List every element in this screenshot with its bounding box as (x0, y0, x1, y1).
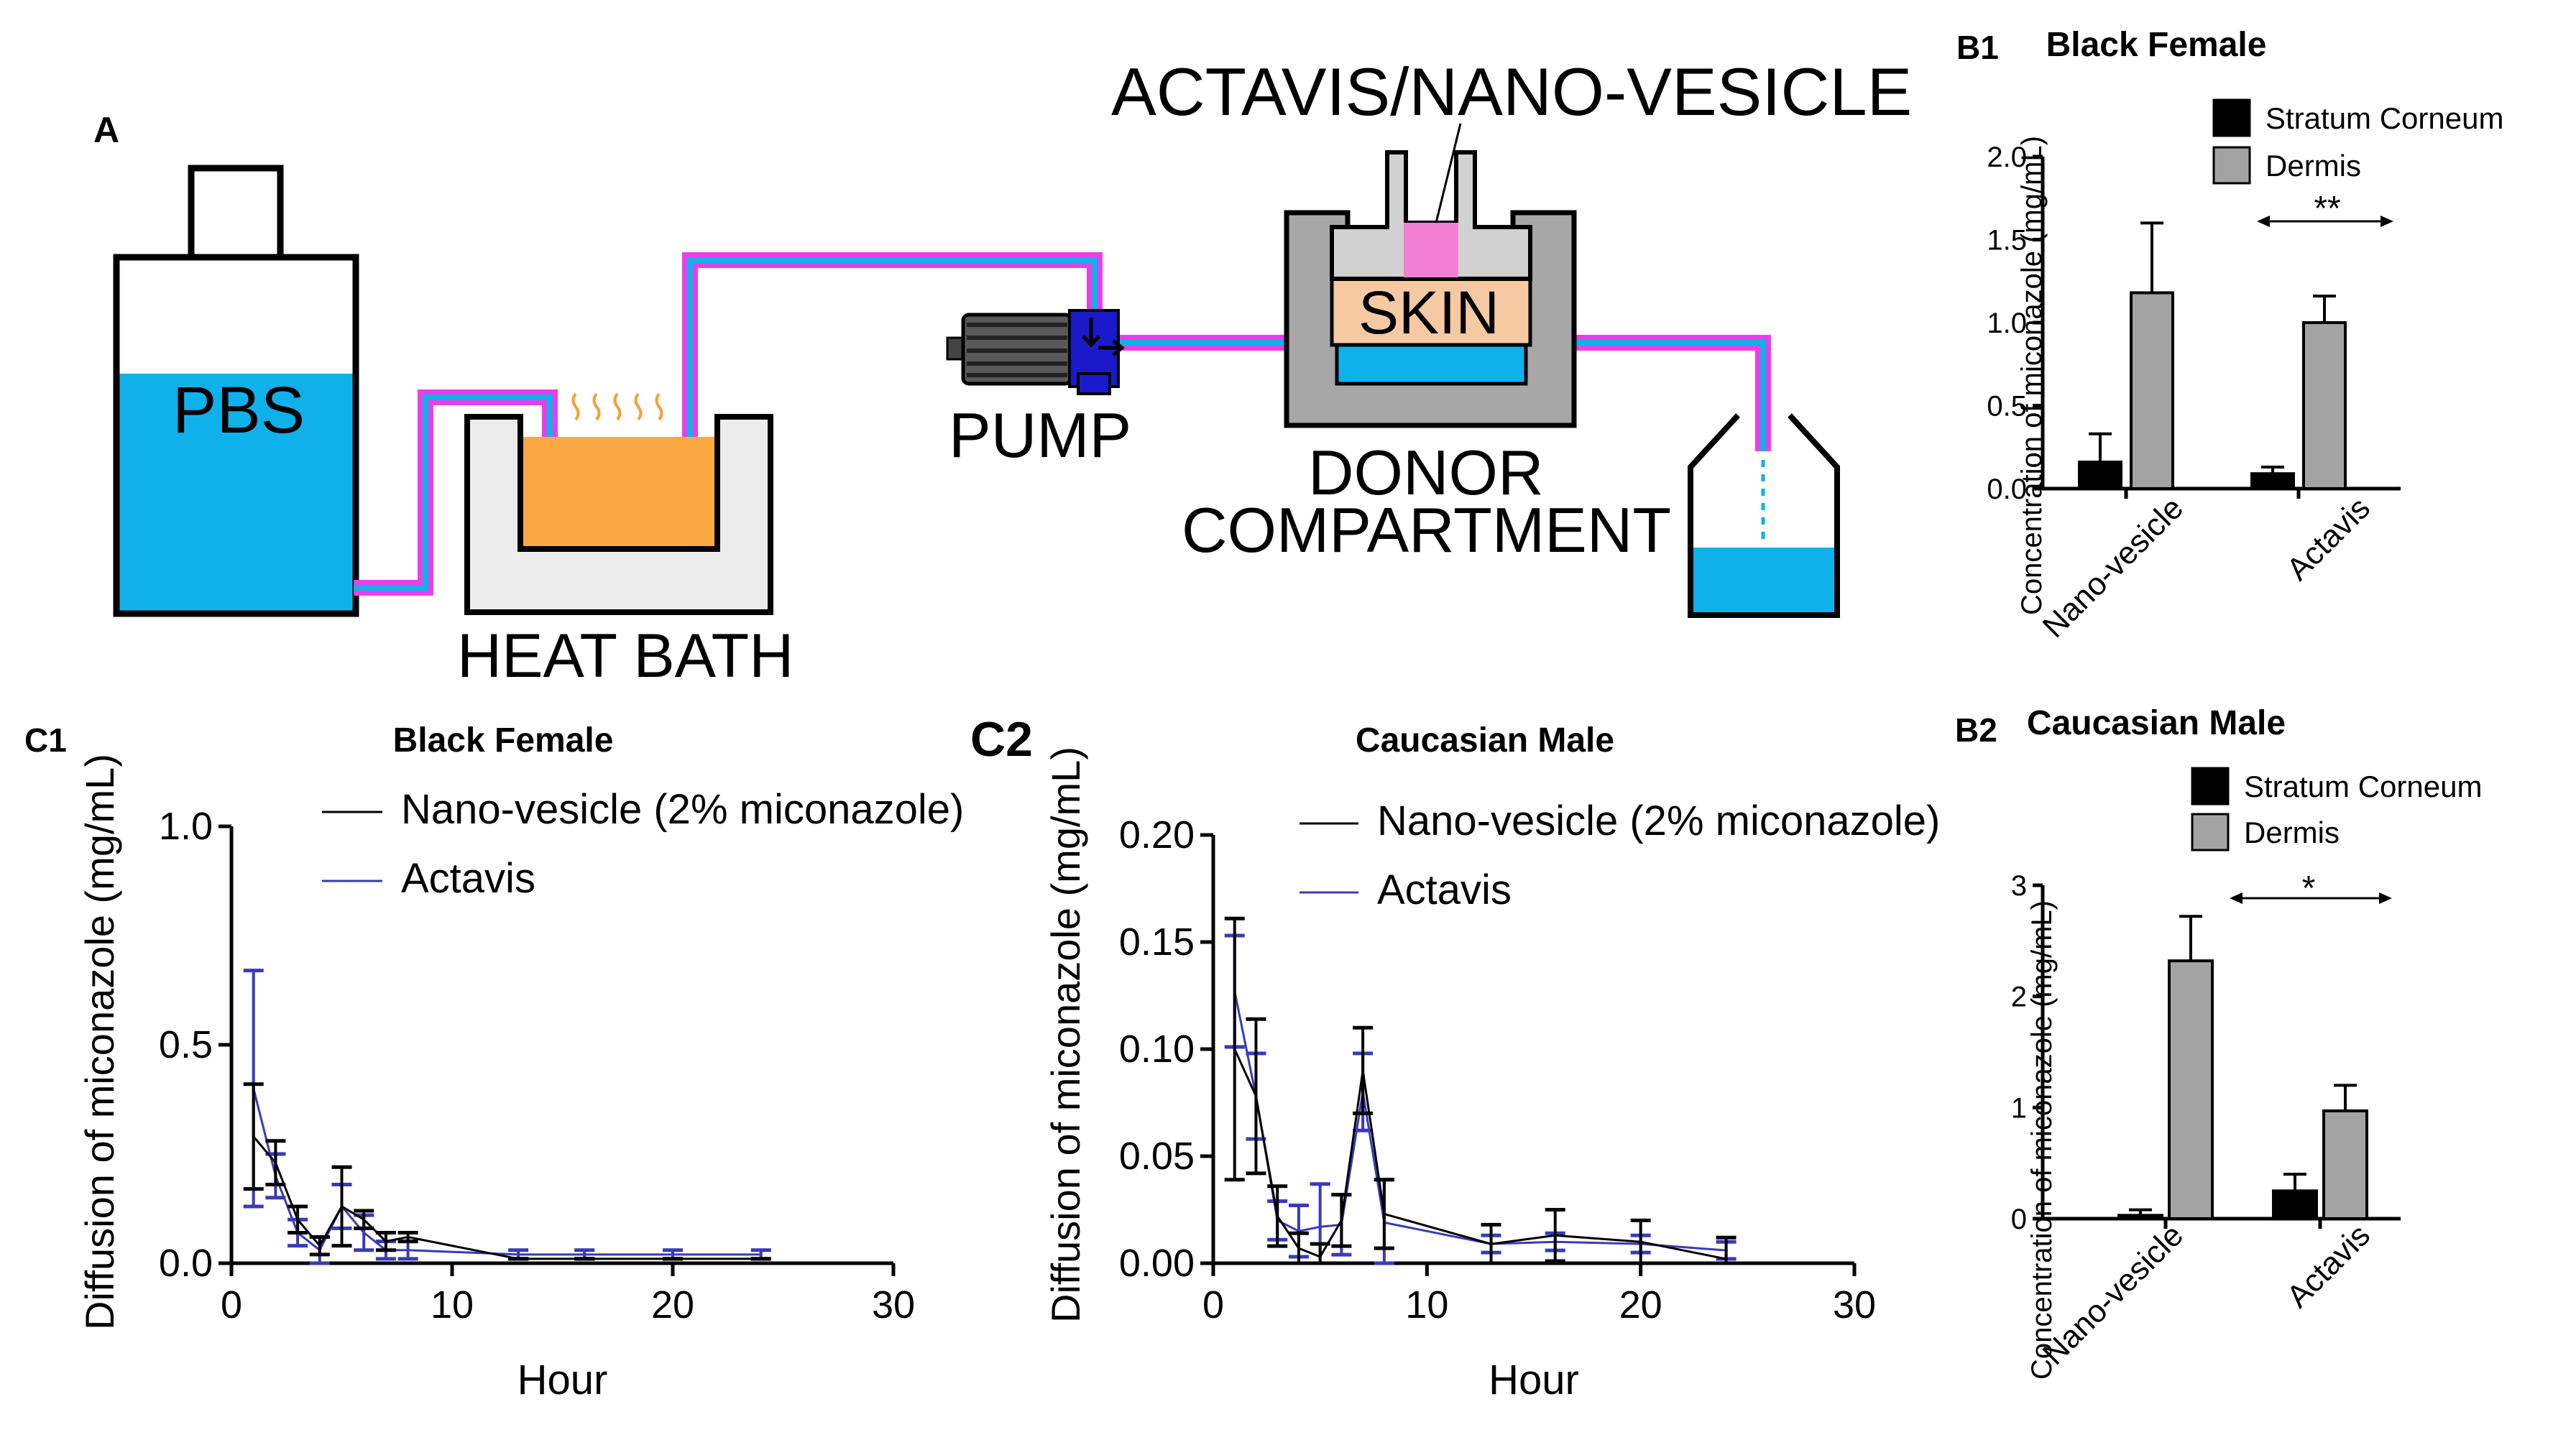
x-tick-label: Nano-vesicle (2036, 490, 2190, 644)
series-line (254, 1137, 761, 1259)
chart-c1: Black Female Diffusion of miconazole (mg/… (77, 721, 964, 1403)
bar (2119, 1215, 2162, 1219)
legend-label: Actavis (401, 855, 535, 902)
skin-label: SKIN (1358, 279, 1499, 346)
chart-title: Black Female (2046, 26, 2267, 64)
x-tick-label: Actavis (2280, 1217, 2377, 1314)
chart-title: Black Female (393, 721, 614, 760)
heat-waves-icon (574, 394, 662, 420)
figure: A PBS HEAT BATH (0, 0, 2576, 1440)
x-tick-label: 0 (1202, 1283, 1224, 1326)
pbs-label: PBS (172, 374, 305, 447)
legend-label: Stratum Corneum (2266, 101, 2503, 135)
panel-label-b1: B1 (1956, 29, 1999, 66)
donor-label-line2: COMPARTMENT (1182, 494, 1671, 566)
bar (2252, 474, 2294, 489)
x-tick-label: 20 (1619, 1283, 1662, 1326)
x-tick-label: 30 (872, 1283, 915, 1326)
bar (2304, 323, 2345, 489)
y-axis-label: Diffusion of miconazole (mg/mL) (1043, 747, 1088, 1323)
bar (2131, 292, 2173, 489)
x-tick-label: 10 (1405, 1283, 1448, 1326)
series-line (1235, 1049, 1726, 1259)
chart-b1: Black FemaleConcentration of miconazole … (1987, 26, 2503, 645)
pbs-bottle-cap (191, 168, 280, 257)
legend-label: Stratum Corneum (2244, 770, 2482, 803)
significance-marker: ** (2314, 190, 2340, 228)
x-tick-label: Actavis (2280, 490, 2377, 587)
y-tick-label: 0.10 (1119, 1028, 1195, 1071)
y-tick-label: 0.5 (1987, 391, 2027, 423)
legend-label: Dermis (2244, 816, 2340, 849)
x-tick-label: 20 (651, 1283, 694, 1326)
collection-liquid (1690, 548, 1837, 614)
y-tick-label: 0.05 (1119, 1135, 1195, 1178)
pump-icon (947, 310, 1122, 394)
legend-label: Nano-vesicle (2% miconazole) (401, 786, 964, 833)
chart-title: Caucasian Male (1356, 721, 1614, 760)
y-tick-label: 0.00 (1119, 1242, 1195, 1285)
y-tick-label: 2.0 (1987, 142, 2027, 173)
series-line (1235, 992, 1726, 1251)
pump-label: PUMP (949, 400, 1131, 471)
panel-label-c1: C1 (24, 721, 67, 759)
y-tick-label: 1.0 (159, 805, 213, 848)
legend-swatch (2214, 147, 2250, 183)
bar (2079, 462, 2121, 489)
receptor-fluid (1337, 343, 1526, 384)
x-tick-label: Nano-vesicle (2036, 1217, 2190, 1371)
y-tick-label: 1 (2011, 1092, 2027, 1124)
significance-arrow-right (2379, 892, 2392, 904)
significance-marker: * (2302, 869, 2316, 908)
diffusion-apparatus-diagram: A PBS HEAT BATH (93, 54, 1912, 691)
drug-formulation (1404, 223, 1458, 277)
y-tick-label: 0.15 (1119, 920, 1195, 964)
y-tick-label: 0 (2011, 1204, 2027, 1235)
x-axis-label: Hour (518, 1357, 608, 1403)
y-tick-label: 0.0 (159, 1242, 213, 1285)
legend-label: Nano-vesicle (2% miconazole) (1377, 798, 1940, 844)
y-tick-label: 1.5 (1987, 225, 2027, 257)
chart-b2: Caucasian MaleConcentration of miconazol… (2011, 704, 2483, 1380)
y-tick-label: 0.20 (1119, 813, 1195, 857)
legend-swatch (2214, 100, 2250, 136)
y-tick-label: 0.0 (1987, 474, 2027, 505)
significance-arrow-right (2380, 216, 2393, 227)
panel-label-c2: C2 (970, 712, 1033, 767)
x-axis-label: Hour (1489, 1357, 1579, 1403)
heat-bath-label: HEAT BATH (457, 622, 794, 691)
heat-liquid (520, 437, 718, 546)
chart-title: Caucasian Male (2027, 704, 2286, 742)
y-tick-label: 3 (2011, 870, 2027, 902)
legend-label: Dermis (2266, 149, 2361, 183)
y-tick-label: 2 (2011, 982, 2027, 1013)
bar (2273, 1191, 2317, 1219)
bar (2169, 961, 2212, 1219)
chart-c2: Caucasian Male Diffusion of miconazole (m… (1043, 721, 1940, 1403)
diagram-title: ACTAVIS/NANO-VESICLE (1111, 54, 1912, 129)
x-tick-label: 30 (1833, 1283, 1876, 1326)
x-tick-label: 10 (431, 1283, 474, 1326)
y-tick-label: 1.0 (1987, 308, 2027, 339)
panel-label-a: A (93, 110, 119, 150)
y-tick-label: 0.5 (159, 1023, 213, 1066)
bar (2324, 1111, 2367, 1219)
panel-label-b2: B2 (1955, 711, 1997, 749)
legend-label: Actavis (1377, 867, 1512, 913)
legend-swatch (2192, 768, 2228, 804)
x-tick-label: 0 (221, 1283, 242, 1326)
significance-arrow-left (2230, 892, 2242, 904)
y-axis-label: Diffusion of miconazole (mg/mL) (77, 754, 122, 1330)
significance-arrow-left (2257, 216, 2270, 227)
legend-swatch (2192, 814, 2228, 850)
